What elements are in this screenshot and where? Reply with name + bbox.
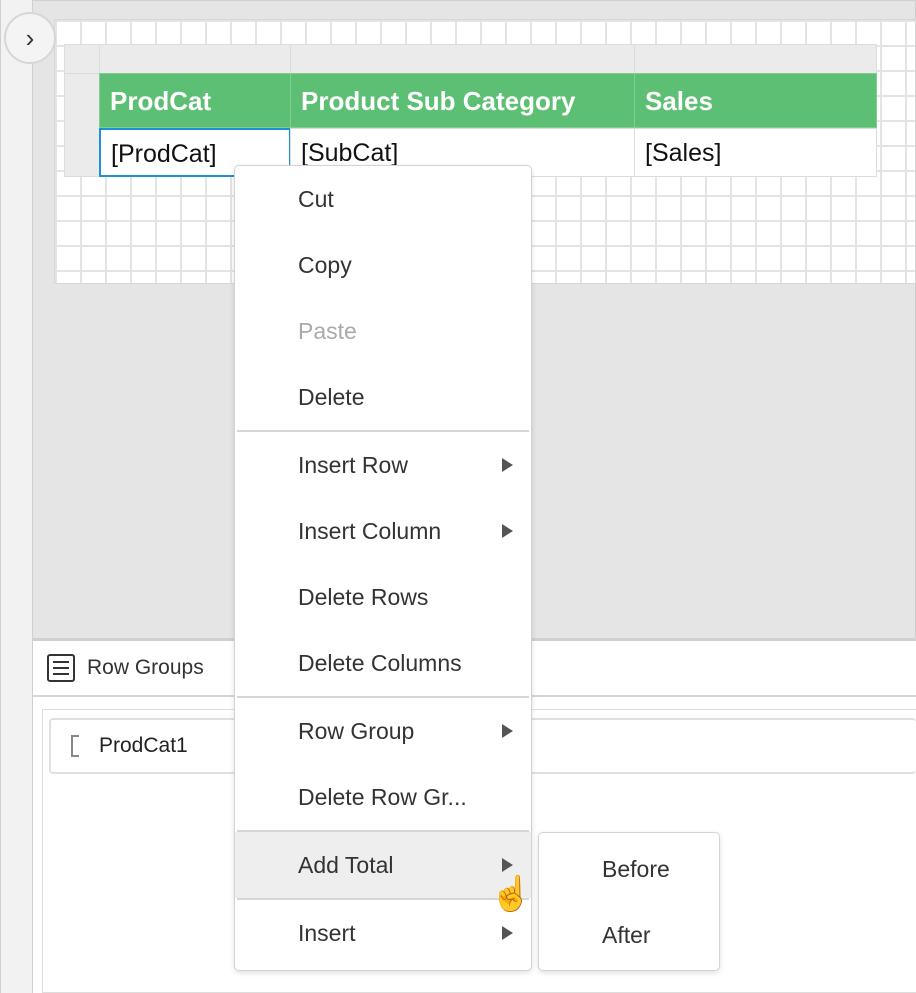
label: Delete (298, 383, 365, 410)
list-icon (47, 654, 75, 682)
menu-item-copy[interactable]: Copy (235, 232, 531, 298)
header-cell[interactable]: Product Sub Category (290, 73, 635, 128)
header-cell[interactable]: Sales (634, 73, 877, 128)
hand-cursor-icon: ☝ (490, 875, 533, 913)
label: Cut (298, 185, 334, 212)
menu-item-add-total[interactable]: Add Total (235, 832, 531, 898)
label: After (602, 921, 651, 948)
row-group-label: ProdCat1 (99, 734, 188, 757)
menu-item-delete-row-group[interactable]: Delete Row Gr... (235, 764, 531, 830)
column-handle[interactable] (290, 44, 635, 74)
divider (237, 830, 529, 832)
context-menu: Cut Copy Paste Delete Insert Row Insert … (234, 165, 532, 971)
corner-handle[interactable] (64, 44, 100, 74)
menu-item-insert-column[interactable]: Insert Column (235, 498, 531, 564)
row-handle[interactable] (64, 73, 100, 177)
label: Delete Row Gr... (298, 783, 467, 810)
label: Paste (298, 317, 357, 344)
menu-item-delete[interactable]: Delete (235, 364, 531, 430)
label: Copy (298, 251, 352, 278)
label: Row Group (298, 717, 415, 744)
menu-item-insert-row[interactable]: Insert Row (235, 432, 531, 498)
submenu-item-before[interactable]: Before (539, 836, 719, 902)
label: Insert (298, 919, 356, 946)
menu-item-paste: Paste (235, 298, 531, 364)
label: Before (602, 855, 670, 882)
chevron-right-icon[interactable]: › (4, 12, 56, 64)
menu-item-cut[interactable]: Cut (235, 166, 531, 232)
column-handle[interactable] (99, 44, 291, 74)
left-strip (0, 0, 33, 993)
divider (237, 430, 529, 432)
label: Delete Columns (298, 649, 462, 676)
submenu-arrow-icon (502, 724, 513, 738)
submenu-arrow-icon (502, 458, 513, 472)
submenu-arrow-icon (502, 926, 513, 940)
divider (237, 898, 529, 900)
add-total-submenu: Before After (538, 832, 720, 971)
label: Insert Column (298, 517, 442, 544)
submenu-arrow-icon (502, 858, 513, 872)
submenu-arrow-icon (502, 524, 513, 538)
label: Add Total (298, 851, 394, 878)
column-handle[interactable] (634, 44, 877, 74)
bracket-icon (71, 735, 79, 757)
header-cell[interactable]: ProdCat (99, 73, 291, 128)
menu-item-delete-columns[interactable]: Delete Columns (235, 630, 531, 696)
divider (237, 696, 529, 698)
label: Insert Row (298, 451, 408, 478)
row-groups-title: Row Groups (87, 656, 204, 679)
menu-item-row-group[interactable]: Row Group (235, 698, 531, 764)
label: Delete Rows (298, 583, 429, 610)
menu-item-insert[interactable]: Insert (235, 900, 531, 966)
submenu-item-after[interactable]: After (539, 902, 719, 968)
data-cell[interactable]: [Sales] (634, 128, 877, 177)
menu-item-delete-rows[interactable]: Delete Rows (235, 564, 531, 630)
